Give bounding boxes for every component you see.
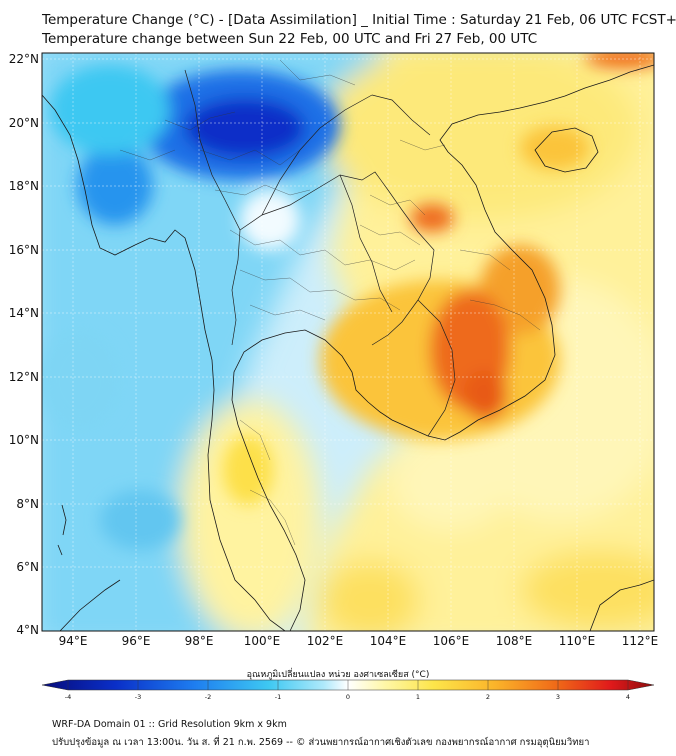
colorbar-tick-label: -4 bbox=[65, 693, 71, 701]
province-borders bbox=[119, 59, 541, 546]
chart-title: Temperature Change (°C) - [Data Assimila… bbox=[42, 12, 676, 28]
colorbar: -4 -3 -2 -1 0 1 2 3 4 bbox=[41, 679, 655, 701]
lat-tick-label: 12°N bbox=[9, 370, 39, 384]
chart-subtitle: Temperature change between Sun 22 Feb, 0… bbox=[42, 31, 538, 47]
lat-tick-label: 14°N bbox=[9, 306, 39, 320]
colorbar-tick-label: 0 bbox=[346, 693, 350, 701]
country-borders bbox=[184, 69, 456, 437]
lon-tick-label: 112°E bbox=[622, 634, 659, 648]
lon-tick-label: 102°E bbox=[307, 634, 344, 648]
lat-tick-label: 22°N bbox=[9, 52, 39, 66]
longitude-axis: 94°E 96°E 98°E 100°E 102°E 104°E 106°E 1… bbox=[59, 634, 659, 648]
footer-model-info: WRF-DA Domain 01 :: Grid Resolution 9km … bbox=[52, 719, 287, 730]
lon-tick-label: 106°E bbox=[433, 634, 470, 648]
colorbar-tick-label: -1 bbox=[275, 693, 281, 701]
colorbar-tick-label: 4 bbox=[626, 693, 630, 701]
lat-tick-label: 16°N bbox=[9, 243, 39, 257]
lon-tick-label: 110°E bbox=[559, 634, 596, 648]
colorbar-tick-label: 3 bbox=[556, 693, 560, 701]
lon-tick-label: 94°E bbox=[59, 634, 88, 648]
coastlines bbox=[42, 64, 654, 631]
colorbar-tick-label: 2 bbox=[486, 693, 490, 701]
graticule bbox=[42, 53, 654, 631]
lon-tick-label: 96°E bbox=[122, 634, 151, 648]
colorbar-tick-label: 1 bbox=[416, 693, 420, 701]
colorbar-tick-label: -2 bbox=[205, 693, 211, 701]
temperature-field bbox=[42, 53, 654, 631]
lat-tick-label: 6°N bbox=[16, 560, 39, 574]
lat-tick-label: 10°N bbox=[9, 433, 39, 447]
lon-tick-label: 108°E bbox=[496, 634, 533, 648]
colorbar-label: อุณหภูมิเปลี่ยนแปลง หน่วย องศาเซลเซียส (… bbox=[246, 670, 430, 680]
lon-tick-label: 98°E bbox=[185, 634, 214, 648]
lat-tick-label: 20°N bbox=[9, 116, 39, 130]
lat-tick-label: 18°N bbox=[9, 179, 39, 193]
lon-tick-label: 104°E bbox=[370, 634, 407, 648]
map-frame bbox=[41, 52, 655, 632]
lon-tick-label: 100°E bbox=[244, 634, 281, 648]
colorbar-tick-label: -3 bbox=[135, 693, 141, 701]
footer-credit: ปรับปรุงข้อมูล ณ เวลา 13:00น. วัน ส. ที่… bbox=[52, 737, 590, 748]
lat-tick-label: 8°N bbox=[16, 497, 39, 511]
latitude-axis: 22°N 20°N 18°N 16°N 14°N 12°N 10°N 8°N 6… bbox=[9, 52, 39, 637]
lat-tick-label: 4°N bbox=[16, 623, 39, 637]
